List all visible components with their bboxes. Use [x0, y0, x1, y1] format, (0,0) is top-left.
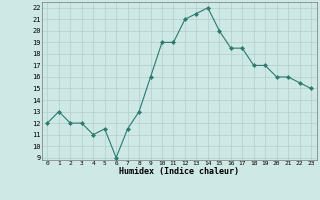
X-axis label: Humidex (Indice chaleur): Humidex (Indice chaleur)	[119, 167, 239, 176]
